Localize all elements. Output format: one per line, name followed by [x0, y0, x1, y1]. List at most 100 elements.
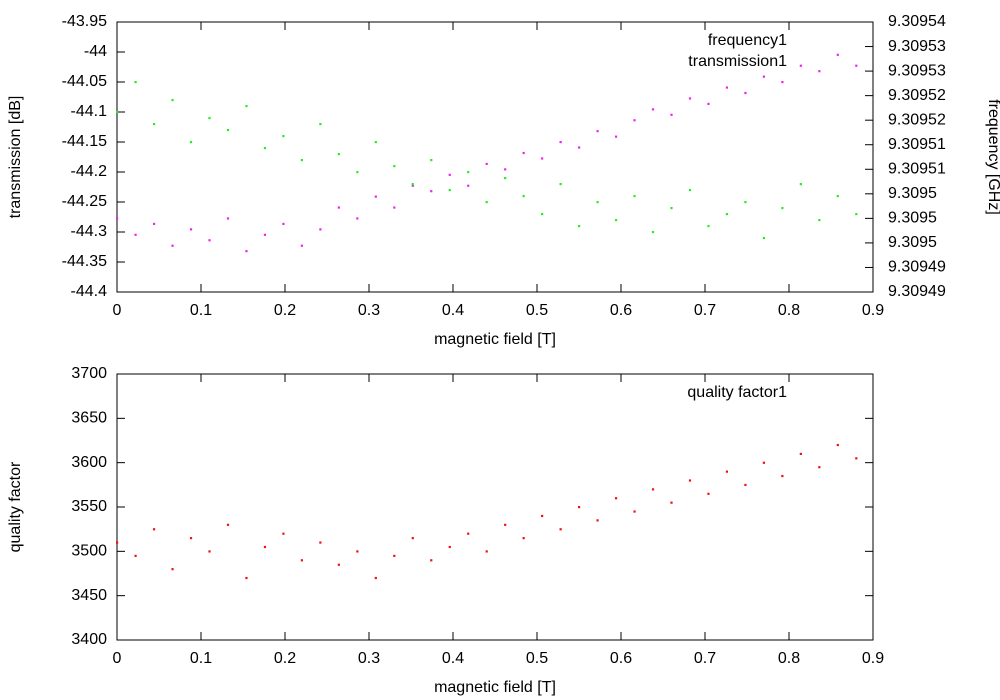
data-point [596, 519, 599, 522]
data-point [393, 206, 396, 209]
data-point [189, 228, 193, 231]
data-point [596, 130, 599, 133]
data-point [245, 105, 248, 108]
data-point [134, 81, 137, 84]
data-point [208, 550, 211, 553]
data-point [614, 135, 618, 138]
data-point [781, 474, 784, 478]
data-point [725, 470, 729, 473]
data-point [282, 532, 285, 535]
data-point [725, 86, 729, 89]
data-point [152, 222, 156, 226]
data-point [300, 244, 303, 247]
data-point [707, 492, 710, 495]
x-axis-label: magnetic field [T] [434, 679, 556, 696]
data-point [799, 183, 802, 186]
data-point [762, 75, 765, 78]
y2-tick-label: 9.3095 [888, 234, 937, 251]
x-tick-label: 0.9 [862, 650, 884, 667]
y-tick-label: 3400 [71, 631, 107, 648]
x-tick-label: 0.3 [358, 302, 380, 319]
data-point [356, 171, 359, 174]
y2-tick-label: 9.30951 [888, 160, 946, 177]
data-point [319, 228, 322, 231]
data-point [744, 91, 747, 95]
y2-tick-label: 9.30953 [888, 38, 946, 55]
data-point [116, 541, 119, 544]
y-tick-label: 3450 [71, 587, 107, 604]
data-point [337, 563, 340, 566]
data-point [836, 443, 839, 447]
data-point [818, 466, 821, 469]
y-tick-label: 3700 [71, 365, 107, 382]
y-tick-label: -44 [84, 43, 107, 60]
data-point [152, 528, 156, 531]
data-point [559, 528, 562, 531]
y-tick-label: 3550 [71, 498, 107, 515]
data-point [781, 207, 784, 210]
data-point [374, 576, 377, 580]
data-point [282, 222, 285, 226]
plot-frame [116, 21, 874, 293]
data-point [688, 97, 692, 100]
data-point [744, 201, 747, 204]
data-point [116, 217, 119, 220]
data-point [430, 559, 433, 562]
data-point [522, 537, 525, 540]
data-point [559, 183, 562, 186]
data-point [522, 195, 525, 198]
data-point [208, 239, 211, 242]
y-tick-label: 3500 [71, 543, 107, 560]
x-tick-label: 0.1 [190, 650, 212, 667]
legend-label: transmission1 [688, 53, 787, 70]
x-tick-label: 0.8 [778, 302, 800, 319]
data-point [448, 545, 451, 549]
data-point [337, 206, 340, 209]
x-tick-label: 0.7 [694, 302, 716, 319]
data-point [781, 81, 784, 84]
data-point [319, 123, 322, 126]
data-point [171, 244, 174, 247]
x-tick-label: 0.6 [610, 302, 632, 319]
data-point [614, 219, 618, 222]
y-tick-label: -44.35 [62, 253, 107, 270]
data-point [152, 123, 156, 126]
data-point [134, 554, 137, 557]
data-point [762, 461, 765, 464]
data-point [762, 237, 765, 240]
data-point [263, 545, 267, 549]
data-point [522, 151, 525, 155]
y2-tick-label: 9.30954 [888, 13, 946, 30]
data-point [337, 153, 340, 156]
data-point [485, 162, 488, 166]
data-point [411, 184, 414, 187]
y2-tick-label: 9.30952 [888, 87, 946, 104]
data-point [559, 141, 562, 144]
data-point [651, 231, 655, 234]
data-point [356, 550, 359, 553]
x-tick-label: 0 [113, 302, 122, 319]
data-point [725, 213, 729, 216]
y-axis-label: transmission [dB] [7, 96, 24, 219]
data-point [744, 483, 747, 487]
data-point [448, 173, 451, 176]
data-point [707, 225, 710, 228]
x-tick-label: 0.2 [274, 650, 296, 667]
data-point [282, 135, 285, 138]
data-point [245, 250, 248, 253]
y-tick-label: -44.15 [62, 133, 107, 150]
data-point [245, 576, 248, 580]
data-point [226, 217, 230, 220]
data-point [300, 159, 303, 162]
data-point [430, 159, 433, 162]
data-point [300, 559, 303, 562]
data-point [670, 501, 673, 504]
y-axis-label: quality factor [7, 461, 24, 552]
data-point [818, 70, 821, 73]
data-point [374, 141, 377, 144]
data-point [633, 119, 636, 122]
data-point [504, 177, 507, 180]
data-point [208, 117, 211, 120]
data-point [356, 217, 359, 220]
data-point [578, 225, 581, 228]
